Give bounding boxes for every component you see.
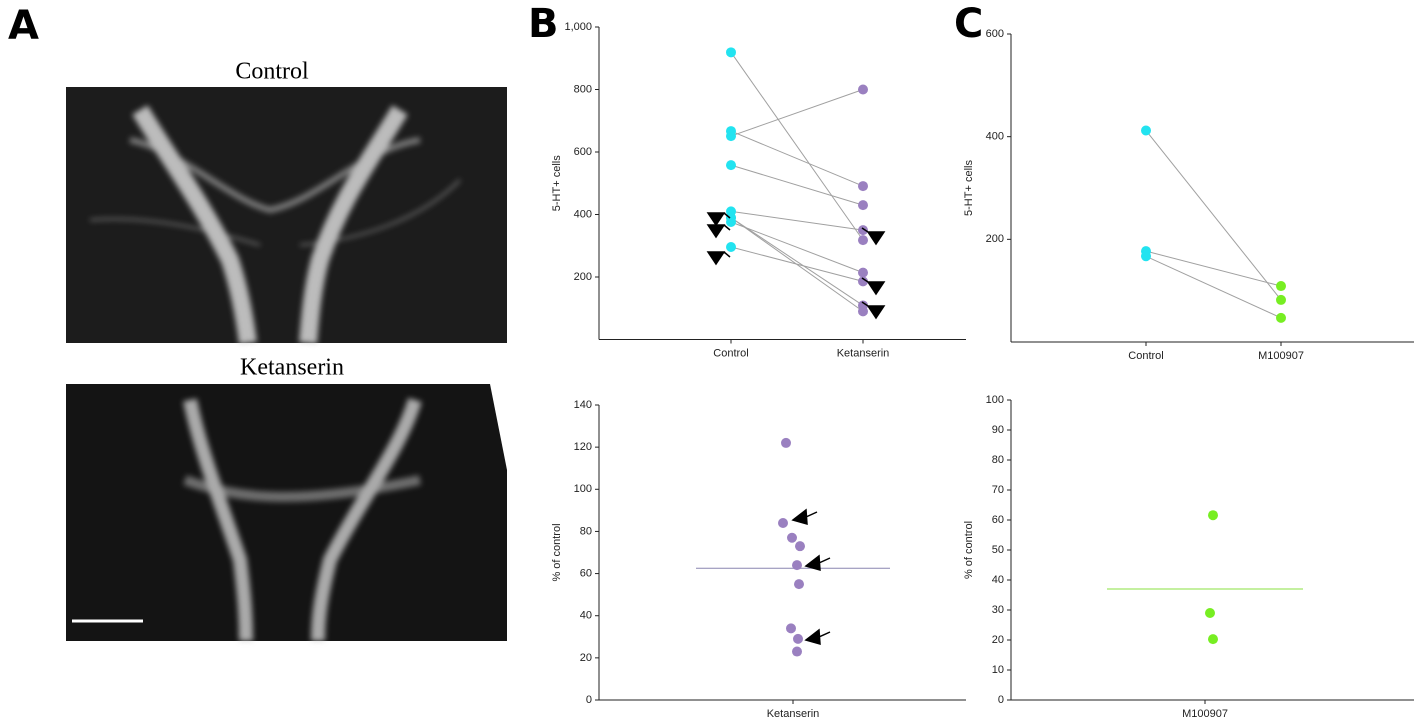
y-tick-label: 20 bbox=[992, 634, 1004, 646]
y-axis-label: 5-HT+ cells bbox=[551, 155, 563, 211]
x-tick-label: Ketanserin bbox=[837, 347, 890, 359]
y-tick-label: 30 bbox=[992, 604, 1004, 616]
y-tick-label: 70 bbox=[992, 484, 1004, 496]
y-tick-label: 40 bbox=[580, 610, 592, 622]
data-point bbox=[793, 633, 803, 644]
y-tick-label: 50 bbox=[992, 544, 1004, 556]
data-point bbox=[726, 160, 736, 171]
y-tick-label: 1,000 bbox=[564, 21, 592, 33]
y-tick-label: 200 bbox=[574, 271, 592, 283]
data-point bbox=[1141, 251, 1151, 262]
pair-line bbox=[1145, 250, 1282, 287]
data-point bbox=[1208, 510, 1218, 521]
x-tick-label: Control bbox=[1128, 350, 1163, 362]
data-point bbox=[1208, 634, 1218, 645]
pair-line bbox=[1145, 130, 1282, 301]
data-point bbox=[726, 47, 736, 58]
y-tick-label: 60 bbox=[992, 514, 1004, 526]
y-tick-label: 100 bbox=[986, 394, 1004, 406]
image-title: Ketanserin bbox=[240, 355, 344, 381]
data-point bbox=[794, 579, 804, 590]
y-tick-label: 20 bbox=[580, 652, 592, 664]
y-tick-label: 200 bbox=[986, 233, 1004, 245]
y-tick-label: 600 bbox=[574, 146, 592, 158]
y-tick-label: 400 bbox=[986, 131, 1004, 143]
panel-label: B bbox=[528, 1, 559, 47]
pair-line bbox=[730, 164, 864, 206]
y-tick-label: 80 bbox=[580, 525, 592, 537]
data-point bbox=[1276, 281, 1286, 292]
micrograph bbox=[66, 384, 507, 642]
pair-line bbox=[1145, 255, 1282, 319]
pair-line bbox=[730, 221, 864, 274]
image-title: Control bbox=[235, 59, 309, 85]
micrograph bbox=[66, 87, 507, 345]
data-point bbox=[1141, 125, 1151, 136]
y-tick-label: 60 bbox=[580, 567, 592, 579]
data-point bbox=[858, 200, 868, 211]
pair-line bbox=[730, 217, 864, 312]
data-point bbox=[858, 306, 868, 317]
data-point bbox=[858, 181, 868, 192]
y-tick-label: 0 bbox=[998, 694, 1004, 706]
data-point bbox=[792, 646, 802, 657]
pair-line bbox=[730, 89, 864, 137]
y-tick-label: 90 bbox=[992, 424, 1004, 436]
y-tick-label: 40 bbox=[992, 574, 1004, 586]
data-point bbox=[792, 560, 802, 571]
y-axis-label: % of control bbox=[963, 521, 975, 579]
y-tick-label: 140 bbox=[574, 399, 592, 411]
pair-line bbox=[730, 52, 864, 241]
pair-line bbox=[730, 130, 864, 187]
x-tick-label: Control bbox=[713, 347, 748, 359]
pair-line bbox=[730, 210, 864, 231]
data-point bbox=[726, 126, 736, 137]
y-tick-label: 400 bbox=[574, 208, 592, 220]
data-point bbox=[858, 276, 868, 287]
y-tick-label: 600 bbox=[986, 28, 1004, 40]
data-point bbox=[726, 212, 736, 223]
data-point bbox=[858, 235, 868, 246]
x-tick-label: M100907 bbox=[1182, 708, 1228, 720]
y-tick-label: 120 bbox=[574, 441, 592, 453]
data-point bbox=[858, 84, 868, 95]
data-point bbox=[787, 532, 797, 543]
x-tick-label: Ketanserin bbox=[767, 708, 820, 720]
y-tick-label: 100 bbox=[574, 483, 592, 495]
data-point bbox=[781, 437, 791, 448]
panel-label: C bbox=[954, 1, 983, 47]
x-tick-label: M100907 bbox=[1258, 350, 1304, 362]
panel-label: A bbox=[8, 3, 39, 49]
data-point bbox=[795, 541, 805, 552]
pair-line bbox=[730, 217, 864, 306]
y-axis-label: % of control bbox=[551, 523, 563, 581]
data-point bbox=[858, 225, 868, 236]
annotation-arrows bbox=[706, 212, 886, 646]
data-point bbox=[1205, 608, 1215, 618]
y-tick-label: 10 bbox=[992, 664, 1004, 676]
y-tick-label: 0 bbox=[586, 694, 592, 706]
y-tick-label: 80 bbox=[992, 454, 1004, 466]
data-point bbox=[858, 267, 868, 278]
data-point bbox=[726, 242, 736, 252]
data-point bbox=[1276, 312, 1286, 323]
y-axis-label: 5-HT+ cells bbox=[963, 160, 975, 216]
y-tick-label: 800 bbox=[574, 83, 592, 95]
data-point bbox=[778, 518, 788, 528]
data-point bbox=[786, 623, 796, 634]
data-point bbox=[1276, 294, 1286, 305]
